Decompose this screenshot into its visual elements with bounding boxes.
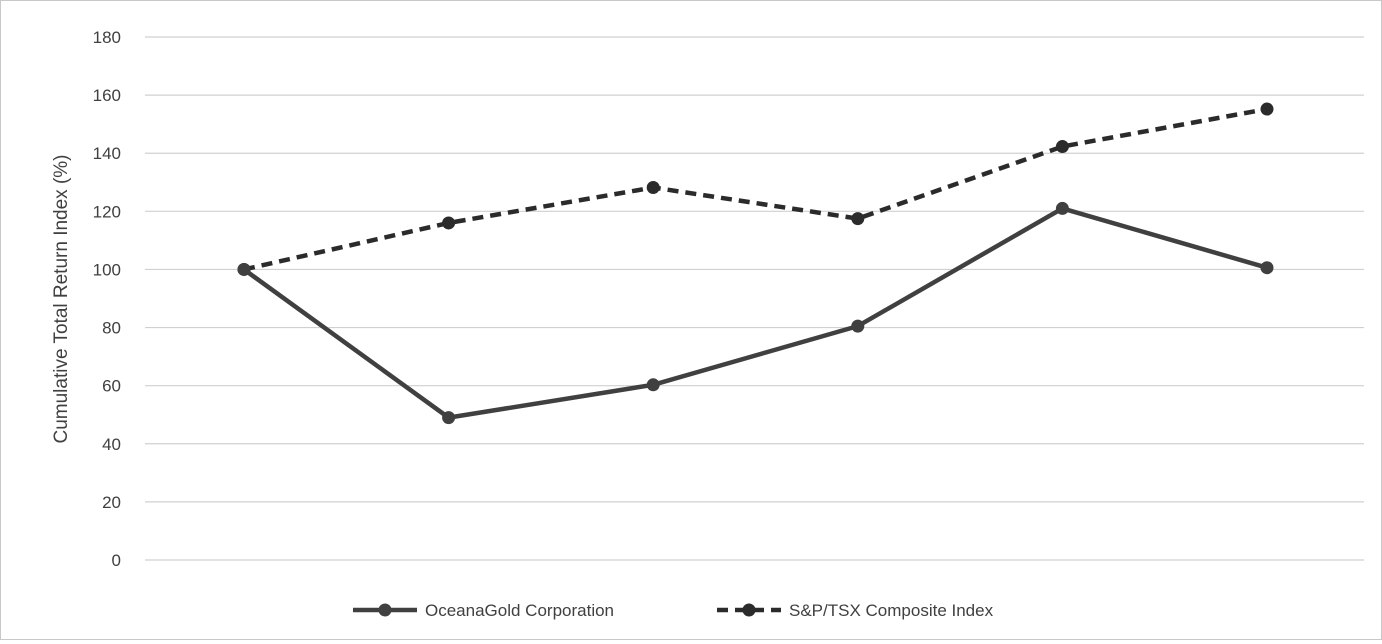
data-point-sptsx [1260,102,1274,116]
y-tick-label: 100 [93,260,121,279]
gridlines [145,36,1364,561]
series-sptsx [237,102,1274,276]
data-point-sptsx [1055,140,1069,154]
data-point-sptsx [442,216,456,230]
series-layer [237,102,1274,425]
y-tick-label: 160 [93,86,121,105]
y-tick-label: 120 [93,202,121,221]
y-axis-title: Cumulative Total Return Index (%) [51,155,72,444]
y-tick-label: 80 [102,319,121,338]
series-line-sptsx [243,106,1268,272]
data-point-oceanagold [237,262,251,276]
legend: OceanaGold Corporation S&P/TSX Composite… [353,601,994,620]
legend-item-sptsx: S&P/TSX Composite Index [717,601,994,620]
y-tick-label: 20 [102,493,121,512]
series-oceanagold [237,201,1274,425]
legend-label-oceanagold: OceanaGold Corporation [425,601,614,620]
data-point-oceanagold [442,411,456,425]
data-point-oceanagold [646,378,660,392]
legend-label-sptsx: S&P/TSX Composite Index [789,601,994,620]
legend-marker-oceanagold [378,603,392,617]
legend-marker-sptsx [742,603,756,617]
data-point-oceanagold [851,319,865,333]
y-tick-label: 40 [102,435,121,454]
y-tick-label: 140 [93,144,121,163]
y-tick-label: 60 [102,377,121,396]
data-point-oceanagold [1260,261,1274,275]
series-line-oceanagold [242,206,1268,420]
y-tick-label: 0 [112,551,121,570]
data-point-sptsx [646,181,660,195]
y-tick-label: 180 [93,28,121,47]
y-axis-tick-labels: 0 20 40 60 80 100 120 140 160 180 [93,28,121,570]
legend-item-oceanagold: OceanaGold Corporation [353,601,614,620]
data-point-sptsx [851,212,865,226]
data-point-oceanagold [1055,201,1069,215]
